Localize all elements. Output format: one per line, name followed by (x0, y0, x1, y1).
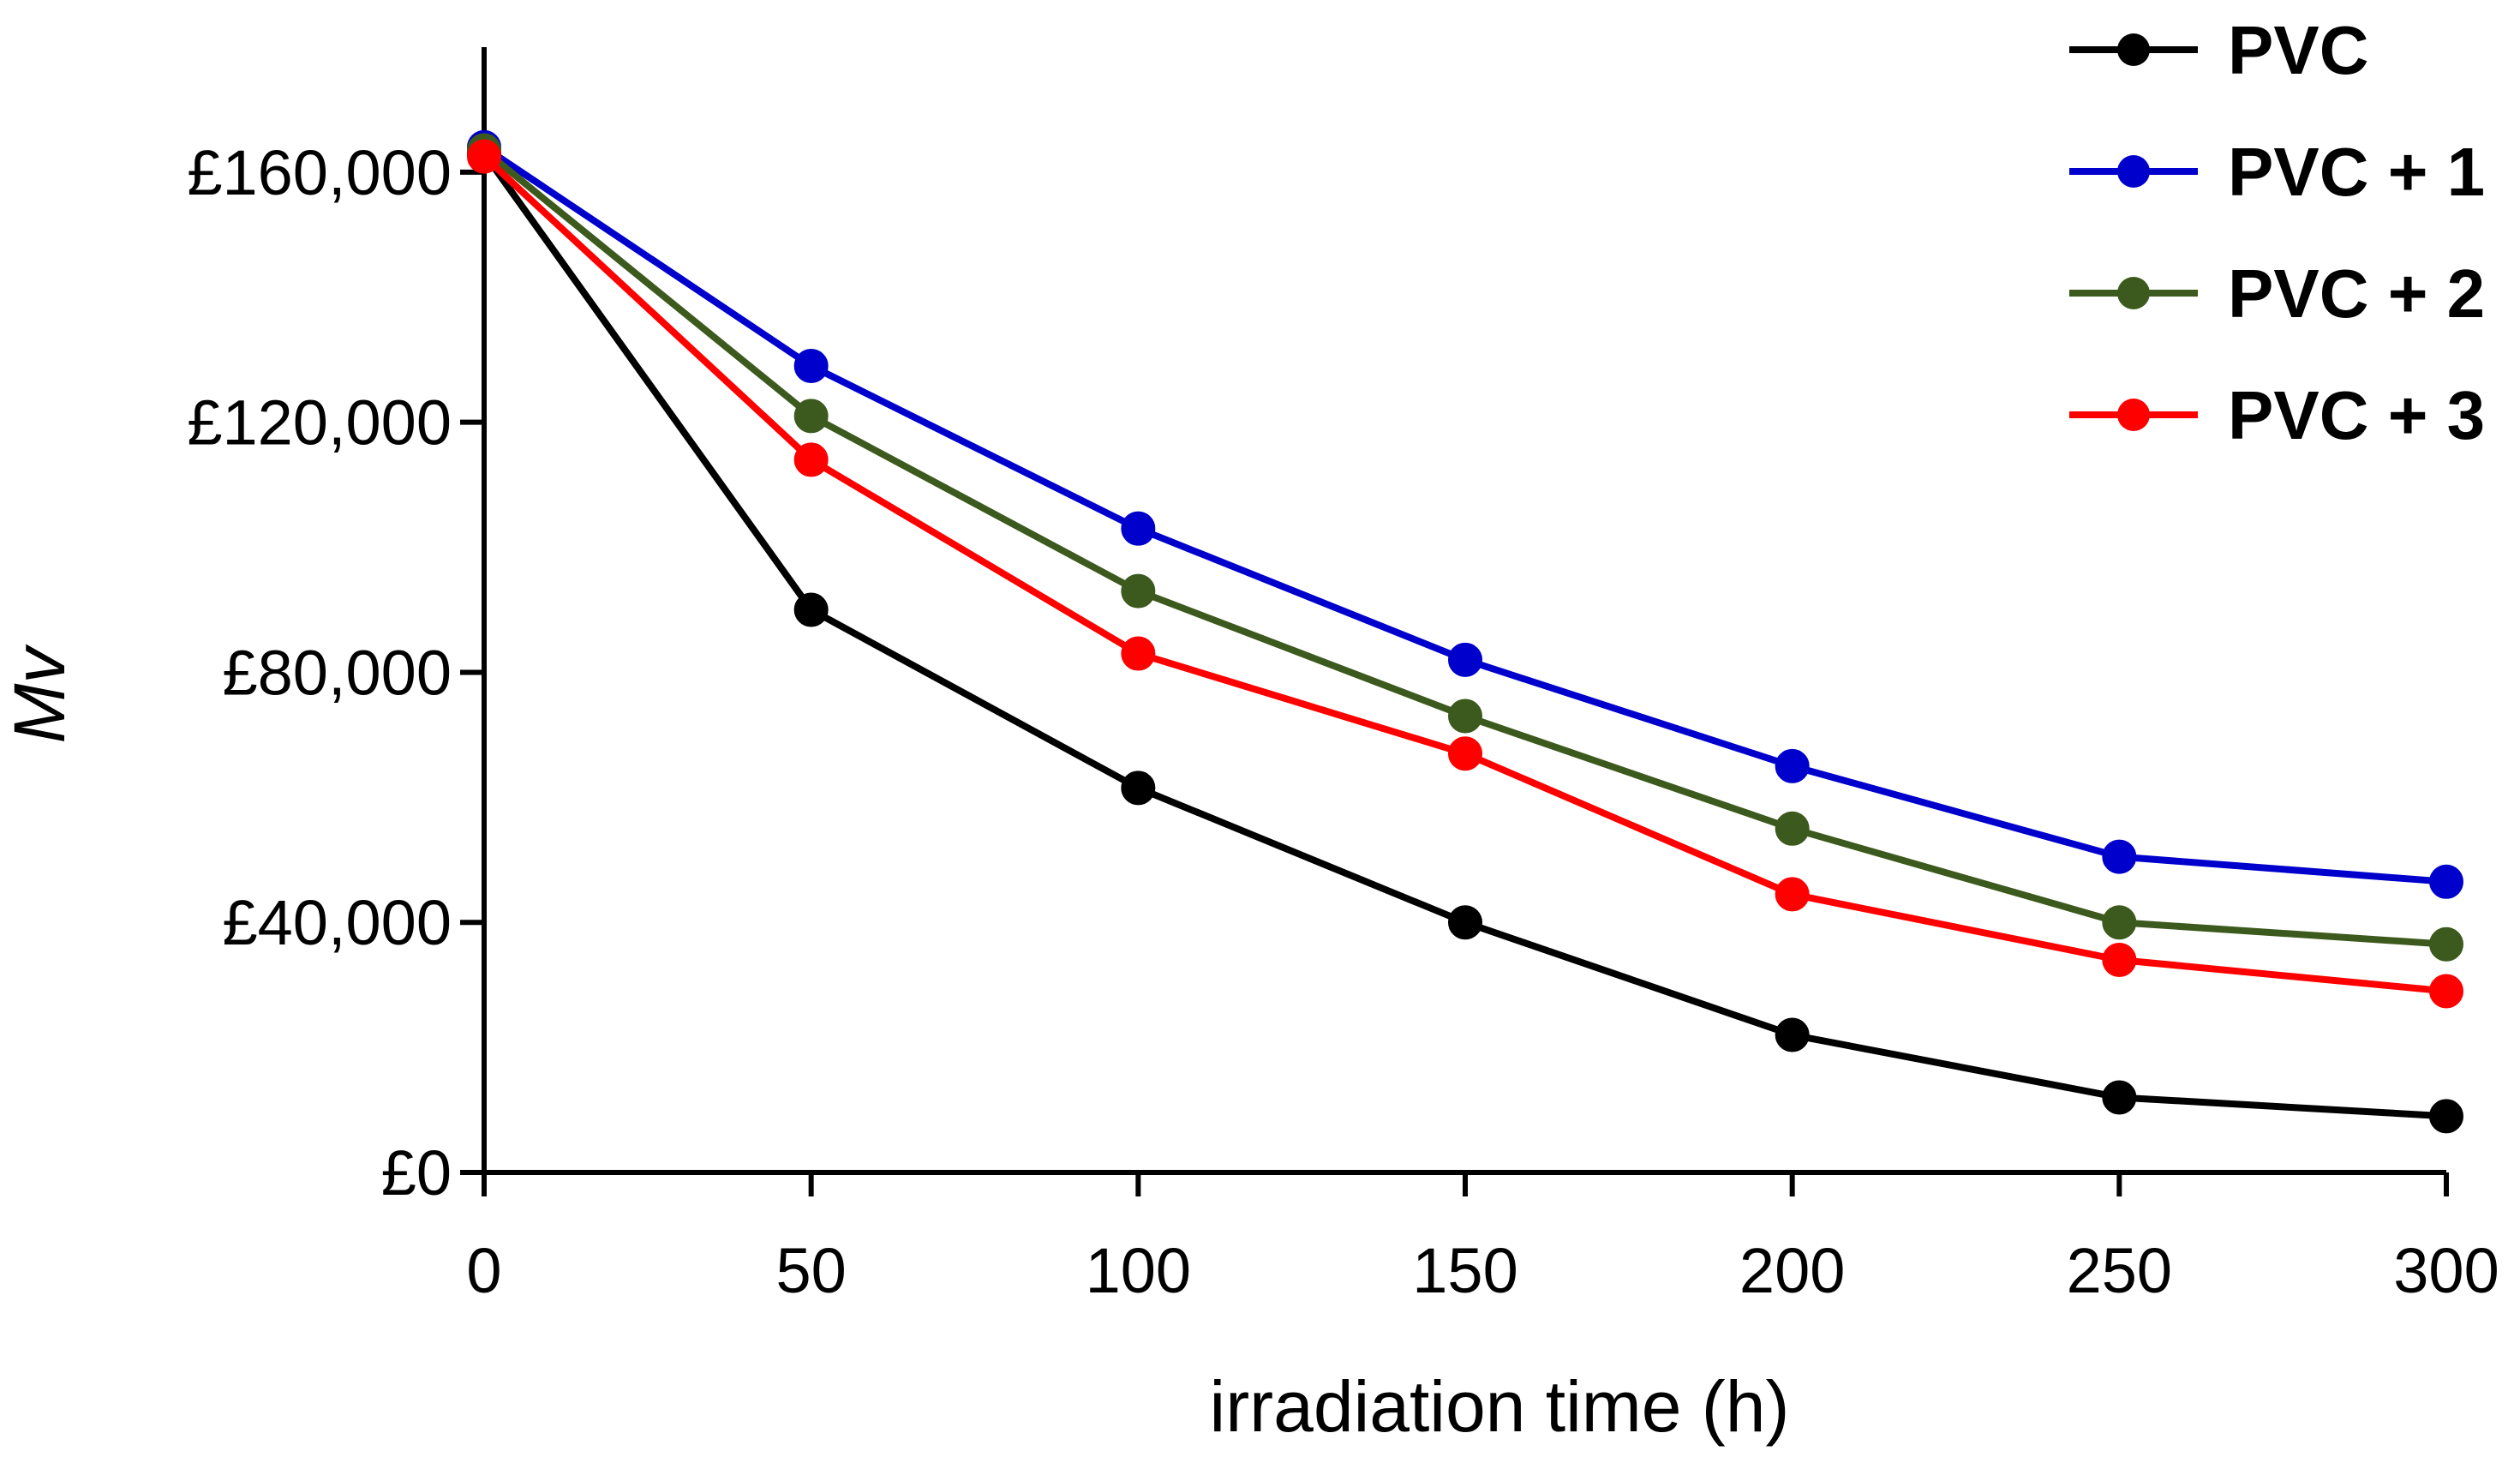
x-tick-label: 150 (1412, 1235, 1517, 1306)
data-point (2429, 1099, 2463, 1134)
legend-label: PVC (2228, 12, 2369, 88)
legend: PVC PVC + 1 PVC + 2 PVC + 3 (2069, 12, 2485, 453)
y-tick-label: £160,000 (187, 137, 452, 208)
series-line (481, 151, 2447, 1120)
series-line (482, 147, 2447, 948)
x-tick-label: 250 (2067, 1235, 2172, 1306)
data-point (2429, 974, 2463, 1009)
series-pvc-3 (467, 139, 2463, 1009)
series-pvc-1 (467, 129, 2463, 899)
x-tick-label: 0 (466, 1235, 501, 1306)
y-tick-label: £80,000 (223, 637, 452, 708)
y-tick-label: £40,000 (223, 887, 452, 958)
data-point (467, 139, 501, 174)
data-point (1775, 748, 1810, 783)
x-tick-label: 300 (2393, 1235, 2499, 1306)
series-layer (467, 129, 2463, 1134)
data-point (1121, 511, 1156, 546)
data-point (2102, 942, 2137, 977)
x-tick-label: 200 (1739, 1235, 1845, 1306)
data-point (1121, 636, 1156, 671)
data-point (793, 399, 829, 434)
legend-item: PVC + 3 (2069, 377, 2485, 453)
data-point (1448, 736, 1482, 771)
axes (460, 47, 2446, 1196)
data-point (793, 349, 829, 384)
data-point (2102, 1080, 2137, 1115)
data-point (1775, 811, 1810, 846)
series-pvc (467, 136, 2463, 1134)
y-axis-title: Mv (0, 644, 80, 744)
legend-label: PVC + 1 (2228, 134, 2485, 210)
legend-swatch-marker (2117, 33, 2150, 66)
y-tick-label: £120,000 (187, 387, 452, 459)
data-point (1448, 642, 1482, 677)
data-point (1121, 573, 1156, 609)
data-point (2102, 839, 2137, 874)
x-axis-ticks: 0 50 100 150 200 250 300 (466, 1172, 2499, 1306)
x-tick-label: 50 (776, 1235, 847, 1306)
legend-item: PVC (2069, 12, 2369, 88)
x-axis-title: irradiation time (h) (1210, 1366, 1790, 1447)
legend-swatch-marker (2117, 155, 2150, 188)
legend-swatch-marker (2117, 399, 2150, 431)
data-point (2429, 926, 2463, 962)
series-line (482, 144, 2447, 885)
data-point (793, 592, 829, 627)
legend-swatch-marker (2117, 277, 2150, 309)
data-point (1775, 877, 1810, 912)
data-point (1448, 905, 1482, 940)
legend-item: PVC + 2 (2069, 255, 2485, 332)
data-point (1448, 699, 1482, 734)
legend-label: PVC + 2 (2228, 255, 2485, 332)
data-point (1121, 770, 1156, 806)
y-axis-ticks: £0 £40,000 £80,000 £120,000 £160,000 (187, 137, 484, 1208)
data-point (2429, 864, 2463, 899)
data-point (793, 442, 829, 477)
legend-item: PVC + 1 (2069, 134, 2485, 210)
y-tick-label: £0 (381, 1137, 452, 1208)
legend-label: PVC + 3 (2228, 377, 2485, 453)
x-tick-label: 100 (1086, 1235, 1191, 1306)
series-line (482, 153, 2447, 995)
data-point (2102, 905, 2137, 940)
data-point (1775, 1017, 1810, 1052)
